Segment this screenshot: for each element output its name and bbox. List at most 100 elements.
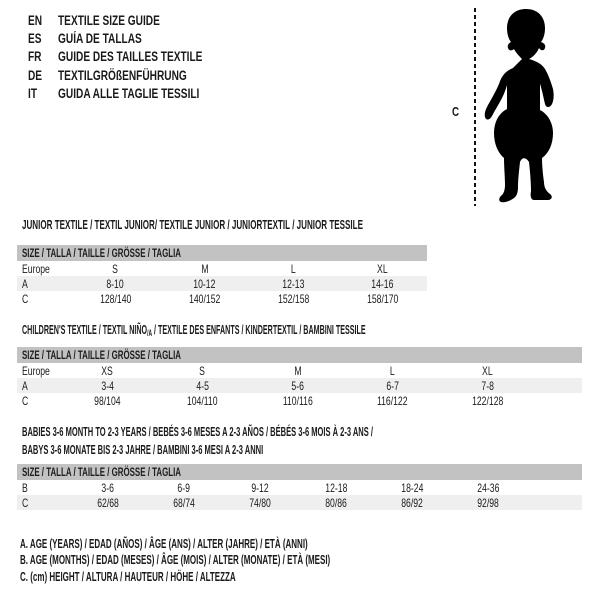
language-title: GUIDA ALLE TAGLIE TESSILI — [58, 86, 200, 102]
row-label: C — [22, 495, 29, 510]
size-cell: 14-16 — [371, 276, 394, 291]
size-cell: 6-9 — [177, 480, 191, 495]
height-marker-label: C — [452, 104, 461, 119]
junior-table-title: JUNIOR TEXTILE / TEXTIL JUNIOR/ TEXTILE … — [22, 216, 572, 234]
row-label: Europe — [22, 261, 50, 276]
language-row-es: ES GUÍA DE TALLAS — [28, 29, 251, 47]
size-cell: XS — [101, 363, 114, 378]
size-cell: 6-7 — [386, 378, 399, 393]
row-label: Europe — [22, 363, 50, 378]
table-row-europe: Europe S M L XL — [17, 261, 427, 276]
children-table-title: CHILDREN'S TEXTILE / TEXTIL NIÑO/A / TEX… — [22, 321, 600, 342]
size-cell: 92/98 — [477, 495, 499, 510]
size-cell: 3-6 — [101, 480, 115, 495]
children-size-table: SIZE / TALLA / TAILLE / GRÖSSE / TAGLIA … — [17, 347, 583, 408]
size-cell: 9-12 — [251, 480, 269, 495]
language-title: GUÍA DE TALLAS — [58, 31, 142, 47]
height-dashed-line — [474, 8, 476, 206]
table-row-europe: Europe XS S M L XL — [17, 363, 582, 378]
table-row-height: C 62/68 68/74 74/80 80/86 86/92 92/98 — [17, 495, 583, 510]
legend: A. AGE (YEARS) / EDAD (AÑOS) / ÂGE (ANS)… — [20, 536, 505, 585]
size-cell: 104/110 — [187, 393, 218, 408]
size-cell: 24-36 — [476, 480, 500, 495]
table-row-height: C 98/104 104/110 110/116 116/122 122/128 — [17, 393, 582, 408]
language-code: ES — [28, 31, 42, 47]
language-code: DE — [28, 67, 43, 83]
size-cell: XL — [482, 363, 493, 378]
size-header-band: SIZE / TALLA / TAILLE / GRÖSSE / TAGLIA — [17, 245, 428, 261]
legend-line-b: B. AGE (MONTHS) / EDAD (MESES) / ÂGE (MO… — [20, 552, 505, 568]
size-cell: M — [293, 363, 302, 378]
baby-silhouette-icon — [484, 9, 554, 203]
size-cell: 158/170 — [366, 291, 399, 306]
row-label: C — [22, 393, 29, 408]
language-title: TEXTILE SIZE GUIDE — [58, 12, 160, 28]
table-row-height: C 128/140 140/152 152/158 158/170 — [17, 291, 427, 306]
size-cell: 8-10 — [106, 276, 125, 291]
size-cell: 4-5 — [196, 378, 209, 393]
size-cell: 7-8 — [481, 378, 494, 393]
language-row-fr: FR GUIDE DES TAILLES TEXTILE — [28, 48, 251, 66]
legend-text-b: B. AGE (MONTHS) / EDAD (MESES) / ÂGE (MO… — [20, 553, 331, 568]
size-cell: M — [200, 261, 209, 276]
language-title-list: EN TEXTILE SIZE GUIDE ES GUÍA DE TALLAS … — [28, 11, 251, 103]
size-cell: 62/68 — [97, 495, 119, 510]
row-label: B — [22, 480, 28, 495]
legend-line-a: A. AGE (YEARS) / EDAD (AÑOS) / ÂGE (ANS)… — [20, 536, 505, 552]
size-cell: 68/74 — [173, 495, 195, 510]
size-cell: 122/128 — [471, 393, 504, 408]
size-cell: 12-13 — [282, 276, 305, 291]
legend-text-c: C. (cm) HEIGHT / ALTURA / HAUTEUR / HÖHE… — [20, 569, 236, 584]
title-pre: CHILDREN'S TEXTILE / TEXTIL NIÑO — [22, 322, 148, 337]
size-cell: L — [390, 363, 395, 378]
legend-text-a: A. AGE (YEARS) / EDAD (AÑOS) / ÂGE (ANS)… — [20, 537, 308, 551]
size-cell: 86/92 — [401, 495, 423, 510]
language-title: GUIDE DES TAILLES TEXTILE — [58, 49, 203, 65]
children-table-title-text: CHILDREN'S TEXTILE / TEXTIL NIÑO/A / TEX… — [22, 321, 366, 342]
language-row-en: EN TEXTILE SIZE GUIDE — [28, 11, 251, 29]
language-title: TEXTILGRÖßENFÜHRUNG — [58, 67, 187, 83]
language-code: EN — [28, 12, 43, 28]
language-row-de: DE TEXTILGRÖßENFÜHRUNG — [28, 66, 251, 84]
size-cell: 5-6 — [291, 378, 304, 393]
size-cell: 110/116 — [282, 393, 313, 408]
size-header-band: SIZE / TALLA / TAILLE / GRÖSSE / TAGLIA — [17, 464, 583, 480]
size-cell: 140/152 — [188, 291, 221, 306]
size-cell: L — [291, 261, 296, 276]
legend-line-c: C. (cm) HEIGHT / ALTURA / HAUTEUR / HÖHE… — [20, 569, 505, 585]
babies-size-table: SIZE / TALLA / TAILLE / GRÖSSE / TAGLIA … — [17, 464, 583, 510]
size-header-text: SIZE / TALLA / TAILLE / GRÖSSE / TAGLIA — [22, 465, 181, 479]
size-header-text: SIZE / TALLA / TAILLE / GRÖSSE / TAGLIA — [22, 246, 181, 260]
size-cell: 12-18 — [324, 480, 348, 495]
size-cell: XL — [377, 261, 388, 276]
size-cell: 98/104 — [94, 393, 121, 408]
junior-table-title-text: JUNIOR TEXTILE / TEXTIL JUNIOR/ TEXTILE … — [22, 217, 363, 232]
language-code: IT — [28, 86, 37, 102]
size-cell: 116/122 — [377, 393, 408, 408]
size-cell: 128/140 — [99, 291, 132, 306]
junior-size-table: SIZE / TALLA / TAILLE / GRÖSSE / TAGLIA … — [17, 245, 428, 306]
size-cell: S — [112, 261, 119, 276]
babies-table-title-line1: BABIES 3-6 MONTH TO 2-3 YEARS / BEBÉS 3-… — [22, 424, 373, 439]
row-label: A — [22, 378, 28, 393]
babies-table-title: BABIES 3-6 MONTH TO 2-3 YEARS / BEBÉS 3-… — [22, 423, 600, 459]
title-subscript: /A — [147, 328, 153, 338]
row-label: C — [22, 291, 29, 306]
size-cell: 74/80 — [249, 495, 271, 510]
language-code: FR — [28, 49, 42, 65]
size-cell: 152/158 — [277, 291, 310, 306]
title-post: / TEXTILE DES ENFANTS / KINDERTEXTIL / B… — [152, 322, 366, 337]
size-header-band: SIZE / TALLA / TAILLE / GRÖSSE / TAGLIA — [17, 347, 583, 363]
babies-table-title-line2: BABYS 3-6 MONATE BIS 2-3 JAHRE / BAMBINI… — [22, 442, 264, 457]
language-row-it: IT GUIDA ALLE TAGLIE TESSILI — [28, 85, 251, 103]
size-cell: S — [199, 363, 206, 378]
size-cell: 10-12 — [193, 276, 216, 291]
size-cell: 3-4 — [101, 378, 114, 393]
size-cell: 18-24 — [400, 480, 424, 495]
size-header-text: SIZE / TALLA / TAILLE / GRÖSSE / TAGLIA — [22, 348, 181, 362]
height-marker-letter: C — [452, 104, 460, 119]
table-row-age: A 8-10 10-12 12-13 14-16 — [17, 276, 428, 291]
row-label: A — [22, 276, 28, 291]
table-row-age: A 3-4 4-5 5-6 6-7 7-8 — [17, 378, 583, 393]
